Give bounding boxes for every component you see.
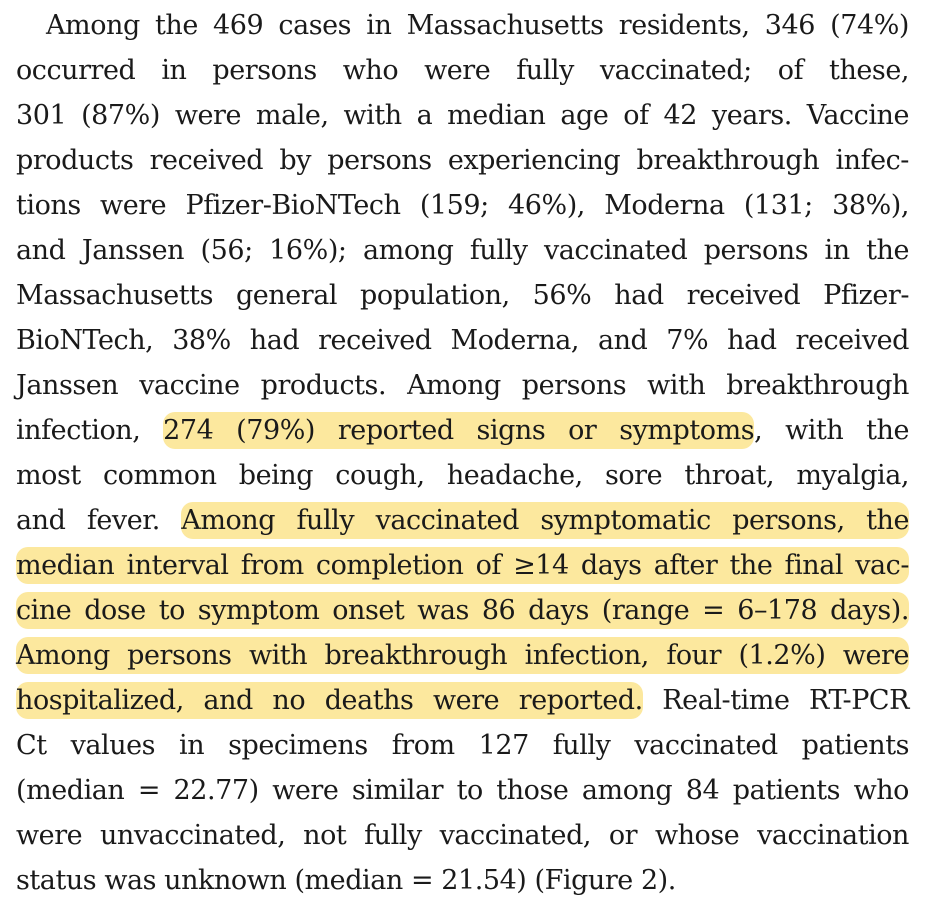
paragraph-line: (median = 22.77) were similar to those a… (16, 771, 909, 813)
paragraph-line: hospitalized, and no deaths were reporte… (16, 681, 909, 723)
paragraph-line: and fever. Among fully vaccinated sympto… (16, 501, 909, 543)
paragraph-line: products received by persons experiencin… (16, 141, 909, 183)
paragraph-line: were unvaccinated, not fully vaccinated,… (16, 816, 909, 858)
paragraph-line: and Janssen (56; 16%); among fully vacci… (16, 231, 909, 273)
text-segment: 301 (87%) were male, with a median age o… (16, 100, 909, 131)
paragraph-line: Among the 469 cases in Massachusetts res… (46, 6, 909, 48)
text-segment: occurred in persons who were fully vacci… (16, 55, 909, 86)
text-segment: Among the 469 cases in Massachusetts res… (46, 10, 909, 41)
paragraph-line: tions were Pfizer-BioNTech (159; 46%), M… (16, 186, 909, 228)
paragraph-line: cine dose to symptom onset was 86 days (… (16, 591, 909, 633)
paragraph-line: 301 (87%) were male, with a median age o… (16, 96, 909, 138)
paragraph-line: median interval from completion of ≥14 d… (16, 546, 909, 588)
text-segment: and Janssen (56; 16%); among fully vacci… (16, 235, 909, 266)
text-segment: (median = 22.77) were similar to those a… (16, 775, 909, 806)
text-segment: were unvaccinated, not fully vaccinated,… (16, 820, 909, 851)
paragraph-line: infection, 274 (79%) reported signs or s… (16, 411, 909, 453)
highlighted-text: Among fully vaccinated symptomatic perso… (181, 502, 909, 539)
paragraph-line: occurred in persons who were fully vacci… (16, 51, 909, 93)
paragraph-line: Ct values in specimens from 127 fully va… (16, 726, 909, 768)
paragraph-line: Among persons with breakthrough infectio… (16, 636, 909, 678)
highlighted-text: 274 (79%) reported signs or symptoms (163, 412, 755, 449)
text-segment: BioNTech, 38% had received Moderna, and … (16, 325, 909, 356)
text-segment: , with the (754, 415, 910, 446)
paragraph-line: status was unknown (median = 21.54) (Fig… (16, 861, 909, 903)
paragraph-line: most common being cough, headache, sore … (16, 456, 909, 498)
highlighted-text: Among persons with breakthrough infectio… (16, 637, 909, 674)
text-segment: and fever. (16, 505, 182, 536)
highlighted-text: median interval from completion of ≥14 d… (16, 547, 909, 584)
paragraph-line: Janssen vaccine products. Among persons … (16, 366, 909, 408)
text-segment: most common being cough, headache, sore … (16, 460, 909, 491)
text-segment: tions were Pfizer-BioNTech (159; 46%), M… (16, 190, 909, 221)
text-segment: infection, (16, 415, 164, 446)
highlighted-text: cine dose to symptom onset was 86 days (… (16, 592, 909, 629)
text-segment: products received by persons experiencin… (16, 145, 909, 176)
paragraph-line: Massachusetts general population, 56% ha… (16, 276, 909, 318)
highlighted-text: hospitalized, and no deaths were reporte… (16, 682, 643, 719)
text-segment: Massachusetts general population, 56% ha… (16, 280, 909, 311)
paragraph-line: BioNTech, 38% had received Moderna, and … (16, 321, 909, 363)
text-segment: Janssen vaccine products. Among persons … (16, 370, 909, 401)
text-segment: Real-time RT-PCR (642, 685, 909, 716)
text-segment: status was unknown (median = 21.54) (Fig… (16, 865, 676, 896)
text-segment: Ct values in specimens from 127 fully va… (16, 730, 909, 761)
